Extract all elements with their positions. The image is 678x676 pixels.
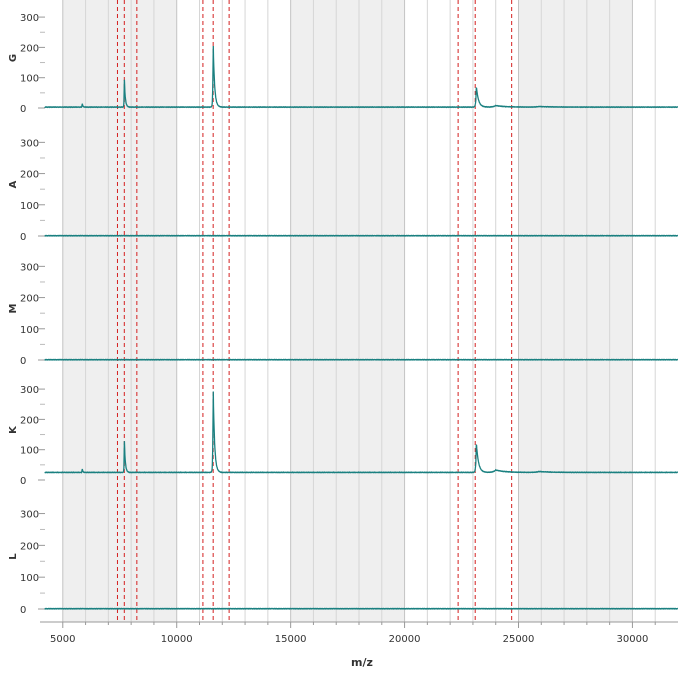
- y-tick-label-A-300: 300: [20, 138, 39, 149]
- x-tick-label-20000: 20000: [389, 634, 421, 645]
- shaded-band-0: [62, 0, 177, 622]
- panel-label-L: L: [8, 553, 19, 560]
- panel-G: G 0 100 200 300: [8, 13, 678, 115]
- spectrum-panels: G 0 100 200 300 A 0 100 200 300 M 0 100 200 300 K 0 100 20…: [8, 13, 678, 616]
- x-tick-label-10000: 10000: [161, 634, 193, 645]
- y-tick-label-K-200: 200: [20, 415, 39, 426]
- spectrum-trace-K: [44, 391, 678, 474]
- y-tick-label-K-100: 100: [20, 446, 39, 457]
- y-tick-label-G-100: 100: [20, 74, 39, 85]
- panel-L: L 0 100 200 300: [8, 510, 678, 616]
- spectrum-trace-G: [44, 45, 678, 109]
- y-tick-label-A-100: 100: [20, 201, 39, 212]
- y-tick-label-G-200: 200: [20, 43, 39, 54]
- y-tick-label-L-300: 300: [20, 510, 39, 521]
- x-tick-label-5000: 5000: [50, 634, 75, 645]
- shaded-band-2: [518, 0, 633, 622]
- y-tick-label-K-300: 300: [20, 385, 39, 396]
- y-tick-label-L-200: 200: [20, 541, 39, 552]
- y-tick-label-M-200: 200: [20, 294, 39, 305]
- panel-M: M 0 100 200 300: [8, 262, 678, 367]
- y-tick-label-M-100: 100: [20, 325, 39, 336]
- panel-label-G: G: [8, 54, 19, 62]
- y-tick-label-A-0: 0: [20, 232, 26, 243]
- y-tick-label-G-300: 300: [20, 13, 39, 24]
- x-axis: 5000 10000 15000 20000 25000 30000: [40, 621, 678, 645]
- panel-label-K: K: [8, 425, 19, 434]
- shaded-band-1: [290, 0, 405, 622]
- panel-label-A: A: [8, 180, 19, 188]
- y-tick-label-L-0: 0: [20, 605, 26, 616]
- shaded-bands: [62, 0, 633, 622]
- panel-A: A 0 100 200 300: [8, 138, 678, 243]
- x-axis-title: m/z: [351, 656, 373, 669]
- grid-lines: [62, 0, 656, 622]
- marker-lines: [116, 0, 513, 622]
- x-tick-label-25000: 25000: [503, 634, 535, 645]
- y-tick-label-M-0: 0: [20, 356, 26, 367]
- x-tick-label-15000: 15000: [275, 634, 307, 645]
- y-tick-label-A-200: 200: [20, 170, 39, 181]
- y-tick-label-M-300: 300: [20, 262, 39, 273]
- y-tick-label-G-0: 0: [20, 104, 26, 115]
- panel-K: K 0 100 200 300: [8, 385, 678, 487]
- y-tick-label-L-100: 100: [20, 573, 39, 584]
- x-tick-label-30000: 30000: [617, 634, 649, 645]
- y-tick-label-K-0: 0: [20, 476, 26, 487]
- panel-label-M: M: [8, 303, 19, 313]
